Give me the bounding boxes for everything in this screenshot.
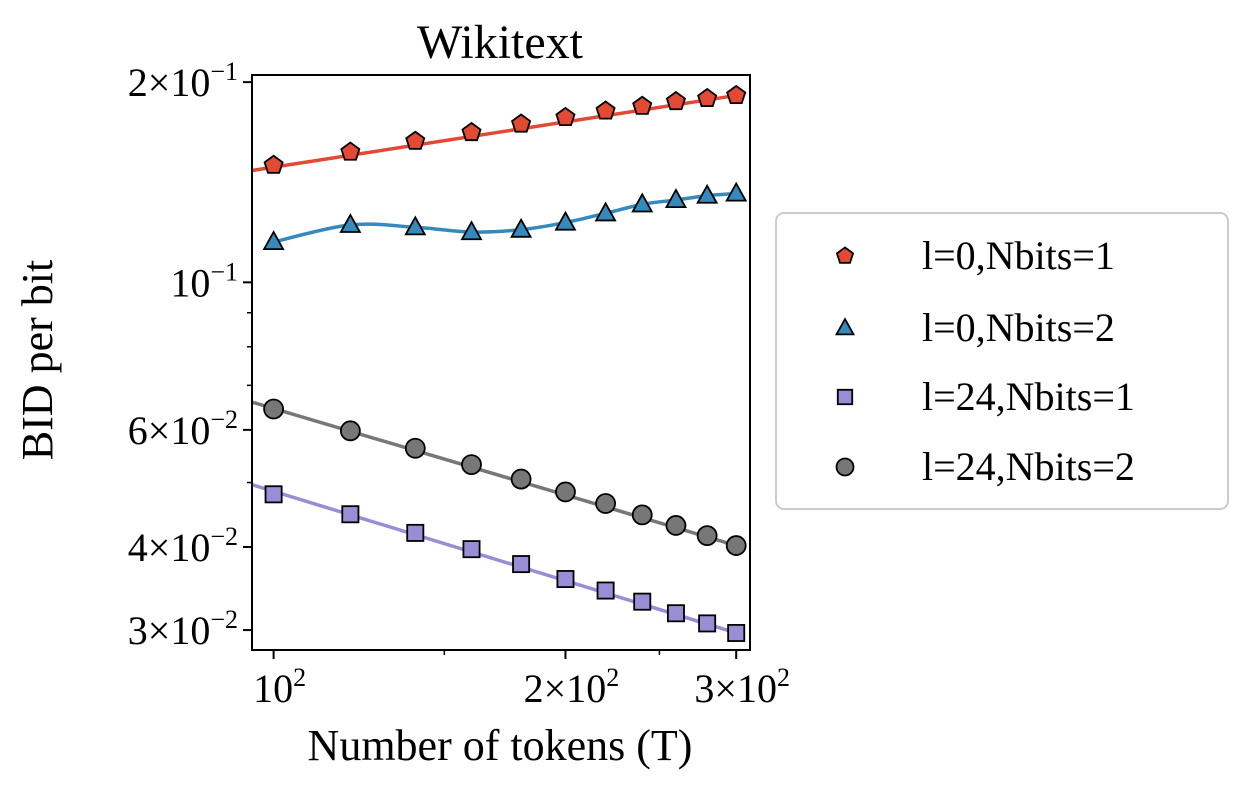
data-point-s3-8 bbox=[633, 592, 652, 611]
legend-box bbox=[775, 212, 1229, 510]
data-point-s1-6 bbox=[555, 106, 576, 127]
data-point-s4-9 bbox=[665, 515, 687, 536]
data-point-s1-8 bbox=[632, 95, 653, 115]
data-point-s4-2 bbox=[339, 420, 361, 442]
data-point-s4-1 bbox=[263, 398, 284, 420]
series-line-3 bbox=[252, 483, 737, 635]
y-axis-label: BID per bit bbox=[13, 260, 62, 460]
data-point-s1-11 bbox=[726, 84, 747, 105]
axes: 102 2×102 3×102 2×10−1 10−1 6×10−2 4×10−2 3×10−… bbox=[128, 57, 790, 711]
y-tick-label-4: 4×10−2 bbox=[128, 522, 238, 570]
data-point-s3-5 bbox=[512, 555, 531, 574]
y-tick-label-3: 6×10−2 bbox=[128, 405, 238, 453]
data-point-s4-8 bbox=[631, 504, 653, 526]
data-point-s4-7 bbox=[595, 493, 616, 514]
data-point-s1-3 bbox=[405, 130, 426, 150]
data-point-s2-5 bbox=[510, 217, 533, 238]
data-point-s4-4 bbox=[461, 454, 482, 476]
y-tick-label-1: 2×10−1 bbox=[128, 57, 238, 105]
data-point-s2-11 bbox=[725, 181, 748, 202]
data-point-s2-7 bbox=[594, 201, 617, 222]
y-tick-label-5: 3×10−2 bbox=[128, 605, 238, 653]
data-point-s4-3 bbox=[404, 437, 426, 459]
data-point-s4-5 bbox=[510, 468, 532, 490]
y-tick-label-2: 10−1 bbox=[170, 257, 238, 305]
data-point-s2-6 bbox=[554, 210, 577, 231]
legend-marker-4 bbox=[835, 457, 855, 477]
legend: l=0,Nbits=1 l=0,Nbits=2 l=24,Nbits=1 l=24,N… bbox=[775, 212, 1229, 510]
data-point-s4-11 bbox=[725, 535, 747, 556]
data-point-s1-4 bbox=[461, 121, 482, 142]
data-point-s2-4 bbox=[460, 220, 483, 241]
x-tick-label-1: 102 bbox=[253, 663, 306, 711]
data-point-s3-6 bbox=[556, 570, 575, 588]
legend-marker-1 bbox=[835, 246, 855, 264]
data-point-s1-2 bbox=[340, 141, 361, 161]
legend-marker-2 bbox=[834, 317, 856, 336]
data-point-s3-7 bbox=[596, 581, 615, 600]
x-tick-label-2: 2×102 bbox=[524, 663, 620, 711]
series-line-4 bbox=[252, 400, 737, 548]
data-point-s3-9 bbox=[666, 604, 685, 623]
legend-label-2: l=0,Nbits=2 bbox=[922, 305, 1115, 350]
data-point-s4-10 bbox=[696, 525, 718, 547]
data-point-s3-4 bbox=[462, 540, 481, 559]
data-point-s3-2 bbox=[341, 505, 360, 524]
legend-marker-3 bbox=[836, 388, 854, 406]
legend-label-3: l=24,Nbits=1 bbox=[922, 374, 1135, 419]
data-point-s2-9 bbox=[664, 188, 687, 208]
legend-label-1: l=0,Nbits=1 bbox=[922, 233, 1115, 278]
data-point-s1-1 bbox=[263, 154, 284, 174]
data-point-s2-8 bbox=[631, 192, 654, 213]
data-point-s1-5 bbox=[511, 113, 532, 133]
data-point-s1-9 bbox=[665, 90, 687, 111]
data-point-s2-2 bbox=[339, 213, 362, 233]
data-point-s3-10 bbox=[698, 614, 717, 633]
legend-label-4: l=24,Nbits=2 bbox=[922, 444, 1135, 489]
series-line-2 bbox=[273, 191, 737, 244]
x-axis-label: Number of tokens (T) bbox=[308, 721, 693, 770]
data-point-s3-1 bbox=[264, 485, 283, 504]
data-point-s3-11 bbox=[727, 624, 746, 642]
data-point-s3-3 bbox=[406, 523, 425, 542]
series-line-1 bbox=[252, 93, 737, 173]
data-point-s2-10 bbox=[696, 183, 719, 204]
x-tick-label-3: 3×102 bbox=[694, 663, 790, 711]
chart-title: Wikitext bbox=[417, 16, 584, 69]
data-point-s1-7 bbox=[595, 100, 616, 120]
data-point-s2-3 bbox=[404, 215, 427, 236]
plot-area bbox=[252, 84, 748, 642]
data-point-s1-10 bbox=[697, 87, 718, 108]
data-point-s4-6 bbox=[555, 481, 576, 503]
plot-frame bbox=[251, 74, 751, 651]
data-point-s2-1 bbox=[262, 230, 285, 250]
